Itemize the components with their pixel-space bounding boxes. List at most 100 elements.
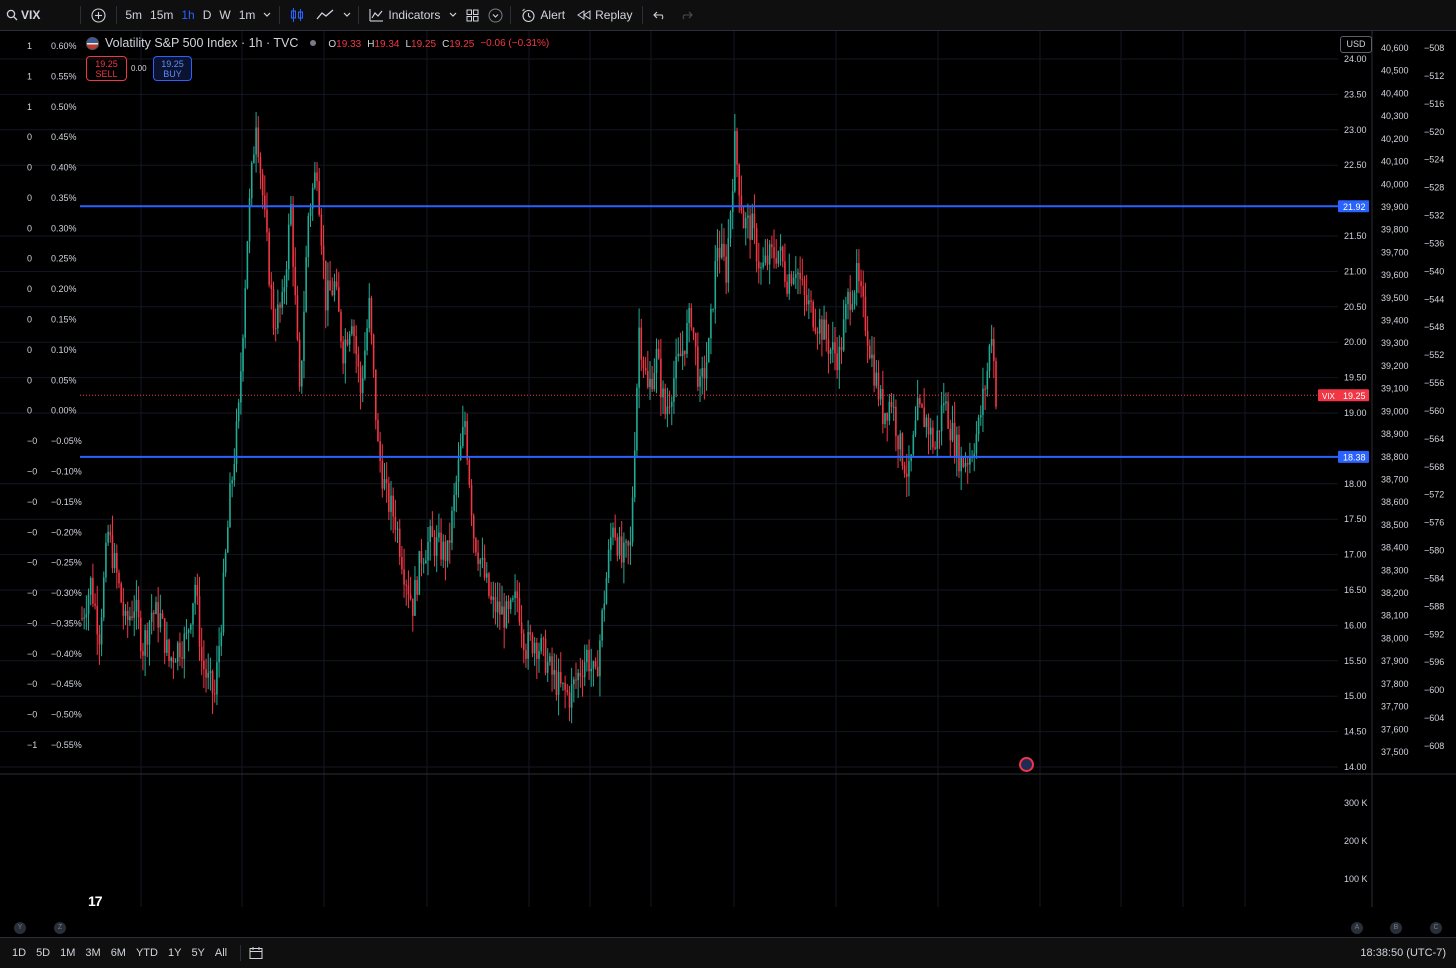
candle-body[interactable] — [721, 243, 723, 258]
candle-body[interactable] — [409, 594, 412, 599]
candle-body[interactable] — [538, 651, 540, 659]
candle-body[interactable] — [390, 495, 392, 512]
candle-body[interactable] — [921, 404, 923, 408]
candle-body[interactable] — [351, 326, 353, 335]
candle-body[interactable] — [448, 540, 451, 543]
candle-body[interactable] — [427, 541, 429, 561]
candle-body[interactable] — [277, 304, 279, 329]
candle-body[interactable] — [871, 354, 873, 359]
candle-body[interactable] — [762, 262, 764, 268]
candle-body[interactable] — [303, 311, 305, 361]
candle-body[interactable] — [988, 345, 991, 371]
candle-body[interactable] — [753, 213, 756, 229]
candle-body[interactable] — [566, 690, 569, 693]
candle-body[interactable] — [105, 542, 107, 578]
candle-body[interactable] — [287, 224, 290, 270]
candle-body[interactable] — [657, 348, 660, 359]
candle-body[interactable] — [945, 401, 947, 404]
candle-body[interactable] — [383, 479, 386, 489]
candle-body[interactable] — [240, 371, 242, 403]
interval-d[interactable]: D — [202, 8, 212, 22]
candle-body[interactable] — [673, 378, 675, 402]
candle-body[interactable] — [675, 356, 677, 379]
candle-body[interactable] — [281, 292, 284, 308]
candle-body[interactable] — [174, 661, 177, 663]
candle-body[interactable] — [355, 336, 357, 355]
currency-button[interactable]: USD — [1340, 36, 1372, 53]
candle-body[interactable] — [836, 353, 838, 371]
candle-body[interactable] — [964, 463, 967, 467]
candle-body[interactable] — [81, 618, 83, 620]
candle-body[interactable] — [444, 541, 447, 561]
candle-body[interactable] — [216, 662, 218, 695]
chart-area[interactable]: 24.00 23.50 23.00 22.50 21.50 21.00 20.50 20.00… — [0, 31, 1456, 907]
candle-body[interactable] — [884, 413, 886, 425]
candle-body[interactable] — [718, 247, 721, 258]
axis-z-button[interactable]: Z — [54, 922, 66, 934]
candle-body[interactable] — [666, 406, 669, 415]
candle-body[interactable] — [492, 596, 495, 600]
candle-body[interactable] — [292, 204, 294, 267]
candle-body[interactable] — [481, 557, 484, 560]
candle-body[interactable] — [522, 633, 525, 651]
candle-body[interactable] — [784, 261, 786, 282]
candle-body[interactable] — [83, 617, 85, 619]
candle-body[interactable] — [533, 642, 536, 654]
candle-body[interactable] — [984, 388, 986, 390]
candle-body[interactable] — [862, 286, 865, 297]
candle-body[interactable] — [259, 157, 262, 174]
candle-body[interactable] — [777, 250, 780, 264]
candle-body[interactable] — [810, 300, 812, 302]
candle-body[interactable] — [653, 372, 656, 390]
candle-body[interactable] — [612, 527, 614, 538]
candle-body[interactable] — [877, 372, 880, 400]
chart-type-button[interactable] — [284, 0, 310, 31]
candle-body[interactable] — [139, 617, 142, 652]
candle-body[interactable] — [901, 433, 904, 466]
candle-body[interactable] — [531, 634, 534, 654]
candle-body[interactable] — [296, 295, 299, 340]
candle-body[interactable] — [596, 666, 599, 677]
interval-w[interactable]: W — [219, 8, 231, 22]
candle-body[interactable] — [740, 195, 743, 211]
candle-body[interactable] — [655, 348, 658, 373]
candle-body[interactable] — [133, 611, 136, 618]
candle-body[interactable] — [956, 434, 958, 457]
candle-body[interactable] — [364, 350, 366, 379]
candle-body[interactable] — [975, 434, 978, 454]
candle-body[interactable] — [895, 406, 897, 436]
candle-body[interactable] — [425, 560, 427, 564]
candle-body[interactable] — [610, 537, 612, 550]
candle-body[interactable] — [568, 692, 571, 708]
candle-body[interactable] — [714, 261, 717, 309]
candle-body[interactable] — [990, 339, 993, 346]
indicators-button[interactable]: Indicators — [363, 0, 446, 31]
candle-body[interactable] — [494, 596, 497, 613]
candle-body[interactable] — [636, 387, 638, 451]
candle-body[interactable] — [483, 557, 486, 578]
candle-body[interactable] — [734, 131, 736, 192]
candle-body[interactable] — [803, 280, 806, 295]
candle-body[interactable] — [418, 551, 421, 595]
axis-b-button[interactable]: B — [1390, 922, 1402, 934]
candle-body[interactable] — [509, 599, 512, 610]
candle-body[interactable] — [129, 616, 131, 621]
candle-body[interactable] — [137, 599, 140, 618]
candle-body[interactable] — [847, 291, 849, 305]
candlestick-chart[interactable]: 24.00 23.50 23.00 22.50 21.50 21.00 20.50 20.00… — [0, 31, 1456, 907]
candle-body[interactable] — [283, 287, 286, 293]
candle-body[interactable] — [986, 370, 989, 389]
candle-body[interactable] — [401, 556, 403, 570]
candle-body[interactable] — [475, 538, 477, 553]
candle-body[interactable] — [505, 601, 508, 628]
candle-body[interactable] — [947, 401, 949, 429]
compare-button[interactable] — [85, 0, 112, 31]
candle-body[interactable] — [701, 368, 704, 377]
candle-body[interactable] — [246, 241, 249, 289]
candle-body[interactable] — [868, 345, 871, 359]
candle-body[interactable] — [516, 591, 519, 598]
candle-body[interactable] — [766, 255, 769, 265]
candle-body[interactable] — [414, 580, 416, 616]
candle-body[interactable] — [590, 668, 593, 672]
redo-button[interactable] — [673, 0, 699, 31]
